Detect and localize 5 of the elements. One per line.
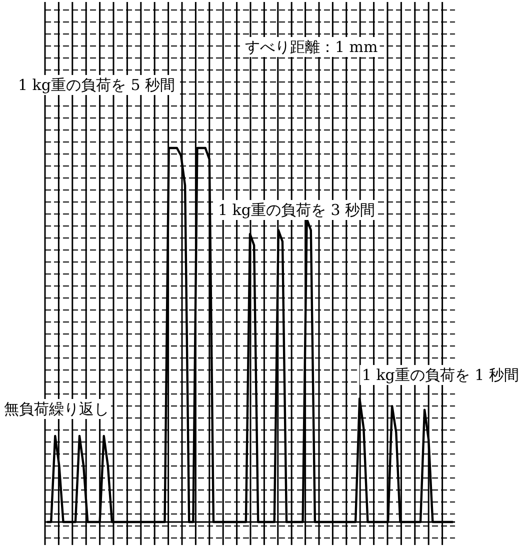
- annotation: 1 kg重の負荷を 1 秒間: [362, 366, 519, 384]
- text: すべり距離：1 mm: [245, 38, 378, 56]
- annotation: 1 kg重の負荷を 3 秒間: [218, 201, 376, 219]
- text: 1 kg重の負荷を 5 秒間: [18, 76, 176, 94]
- annotation: 無負荷繰り返し: [4, 400, 109, 418]
